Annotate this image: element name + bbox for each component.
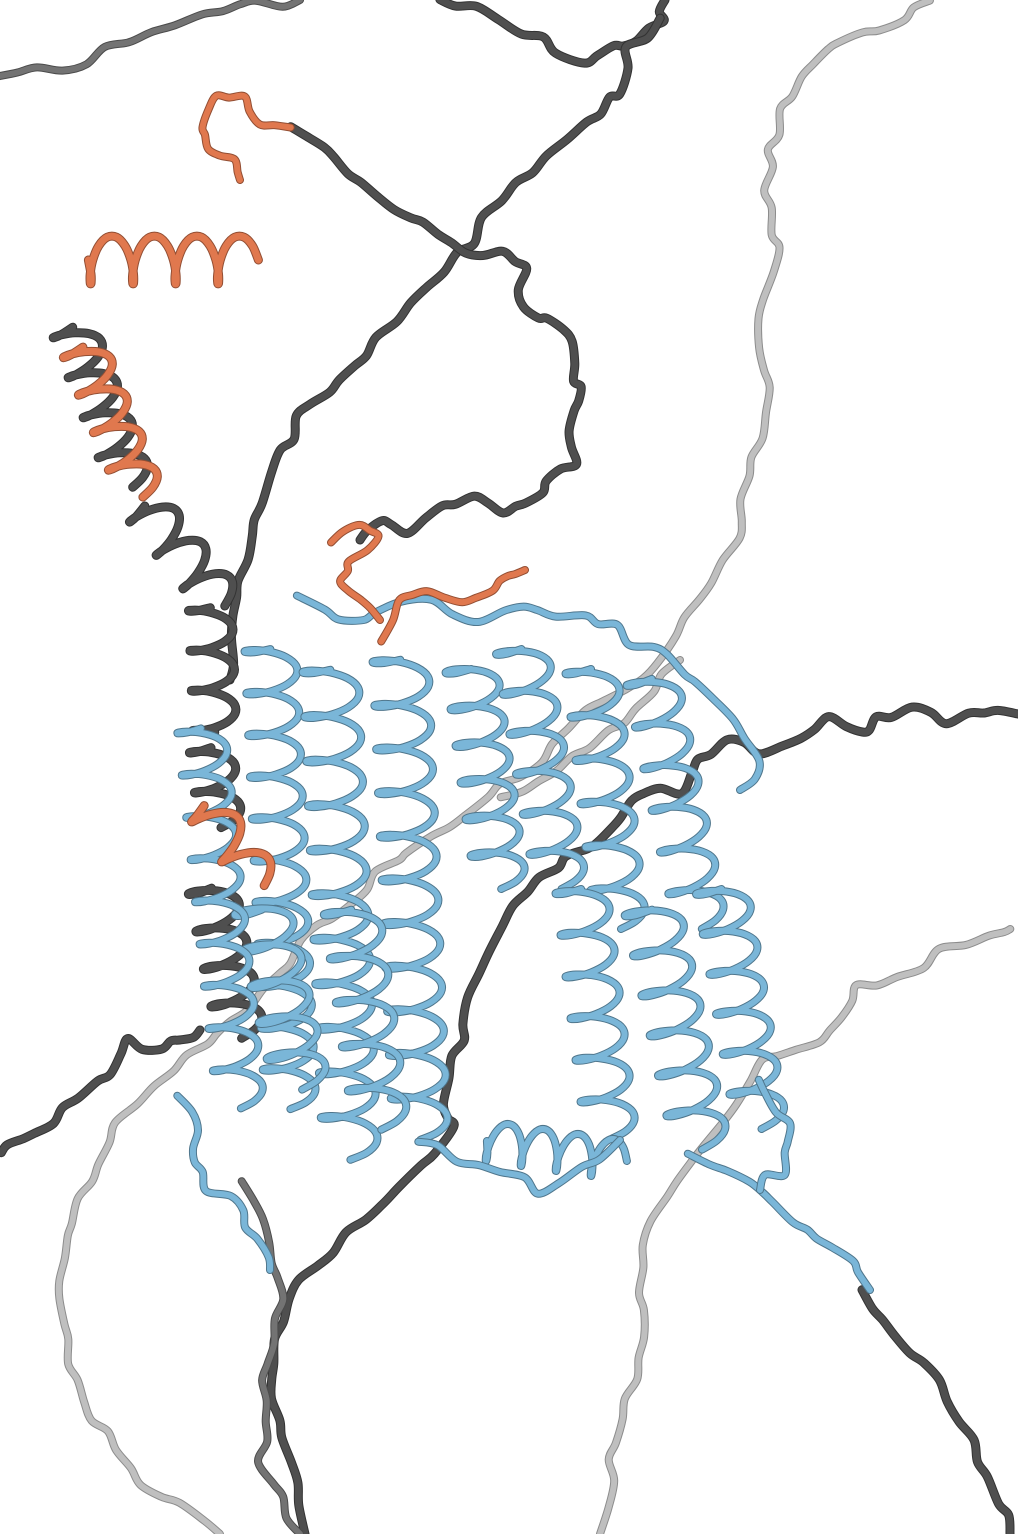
core-helix-3 xyxy=(442,666,528,892)
core-helix-10 xyxy=(231,905,329,1093)
core-helix-4 xyxy=(493,646,587,892)
core-helix-6 xyxy=(623,675,727,932)
core-loop-1 xyxy=(174,1092,274,1273)
dark-helix-3 xyxy=(185,744,245,832)
highlighted-helices xyxy=(58,91,529,891)
core-helix-13 xyxy=(174,725,266,1112)
accent-helix-0 xyxy=(84,232,262,288)
core-loop-0 xyxy=(293,592,763,793)
core-helix-12 xyxy=(482,1121,630,1179)
disordered-coil-2 xyxy=(226,14,664,684)
dark-helix-0 xyxy=(49,323,151,491)
dark-helix-2 xyxy=(184,604,240,736)
accent-loop-2 xyxy=(378,567,528,645)
disordered-coil-3 xyxy=(287,123,585,544)
disordered-coil-0 xyxy=(0,0,303,80)
core-helix-7 xyxy=(552,886,638,1142)
core-loop-4 xyxy=(755,1076,794,1193)
background-loop-0 xyxy=(55,0,933,1534)
accent-helix-1 xyxy=(59,343,161,501)
background-loop-1 xyxy=(597,926,1014,1534)
dark-helix-4 xyxy=(184,884,266,1042)
accent-loop-1 xyxy=(328,521,383,623)
background-loop-2 xyxy=(497,657,683,801)
core-helix-11 xyxy=(320,906,410,1133)
dark-helix-1 xyxy=(126,502,237,610)
core-loop-2 xyxy=(684,1150,873,1293)
transmembrane-helix-bundle xyxy=(173,591,874,1294)
core-loop-3 xyxy=(415,1137,623,1197)
accent-loop-0 xyxy=(199,92,294,183)
core-helix-5 xyxy=(562,666,648,932)
disordered-coil-5 xyxy=(0,1026,204,1157)
core-helix-0 xyxy=(241,646,319,1113)
disordered-coil-7 xyxy=(858,1286,1014,1534)
background-loops xyxy=(54,0,1015,1534)
disordered-coil-4 xyxy=(267,703,1018,1534)
core-helix-9 xyxy=(693,886,787,1132)
accent-helix-2 xyxy=(188,802,275,890)
core-helix-2 xyxy=(369,656,451,1143)
disordered-coil-6 xyxy=(238,1178,303,1534)
core-helix-8 xyxy=(621,906,729,1153)
